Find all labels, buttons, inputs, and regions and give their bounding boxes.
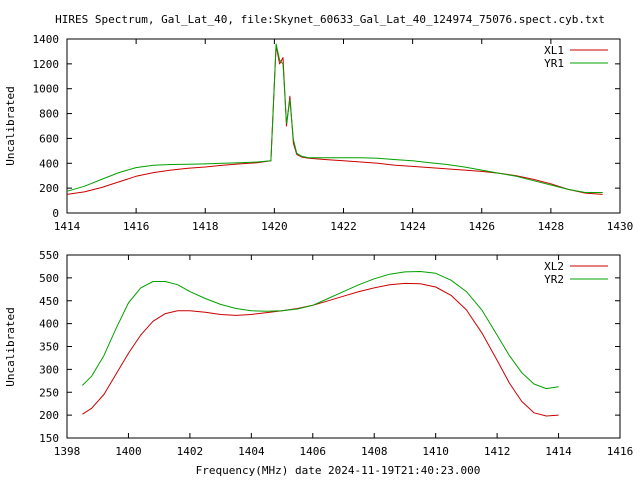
legend-label-yr2: YR2 (544, 273, 564, 286)
series-line-yr1 (66, 43, 603, 193)
plot-frame (66, 38, 621, 214)
x-tick-label: 1426 (469, 220, 496, 233)
y-tick-label: 200 (39, 182, 59, 195)
x-tick-label: 1422 (330, 220, 357, 233)
legend-label-yr1: YR1 (544, 57, 564, 70)
legend-label-xl1: XL1 (544, 44, 564, 57)
x-tick-label: 1416 (123, 220, 150, 233)
x-tick-label: 1410 (422, 445, 449, 458)
chart-title: HIRES Spectrum, Gal_Lat_40, file:Skynet_… (55, 13, 605, 26)
y-tick-label: 350 (39, 341, 59, 354)
y-tick-label: 500 (39, 272, 59, 285)
y-tick-label: 1400 (33, 33, 60, 46)
x-tick-label: 1400 (115, 445, 142, 458)
y-tick-label: 300 (39, 363, 59, 376)
y-tick-label: 150 (39, 432, 59, 445)
y-tick-label: 600 (39, 132, 59, 145)
plot-frame (66, 254, 621, 439)
y-tick-label: 550 (39, 249, 59, 262)
x-tick-label: 1414 (545, 445, 572, 458)
x-tick-label: 1408 (361, 445, 388, 458)
x-tick-label: 1414 (54, 220, 81, 233)
y-tick-label: 0 (52, 207, 59, 220)
series-line-xl1 (66, 44, 603, 195)
x-tick-label: 1412 (484, 445, 511, 458)
x-tick-label: 1424 (399, 220, 426, 233)
plot-2: 1398 1400 1402 1404 1406 1408 1410 1412 1414 1416… (4, 249, 633, 458)
y-axis-label: Uncalibrated (4, 86, 17, 165)
y-tick-label: 400 (39, 157, 59, 170)
x-tick-label: 1430 (607, 220, 634, 233)
y-tick-label: 250 (39, 386, 59, 399)
series-line-yr2 (82, 271, 559, 390)
plot-1: 1414 1416 1418 1420 1422 1424 1426 1428 1430 0 200… (4, 33, 633, 233)
x-axis-label: Frequency(MHz) date 2024-11-19T21:40:23.… (196, 464, 481, 477)
y-axis-label: Uncalibrated (4, 307, 17, 386)
x-tick-label: 1428 (538, 220, 565, 233)
y-tick-label: 800 (39, 108, 59, 121)
x-tick-label: 1420 (261, 220, 288, 233)
y-tick-label: 450 (39, 295, 59, 308)
y-tick-label: 1000 (33, 83, 60, 96)
legend-label-xl2: XL2 (544, 260, 564, 273)
x-tick-label: 1416 (607, 445, 634, 458)
x-tick-label: 1406 (300, 445, 327, 458)
y-tick-label: 200 (39, 409, 59, 422)
y-tick-label: 1200 (33, 58, 60, 71)
series-line-xl2 (82, 282, 559, 417)
x-tick-label: 1398 (54, 445, 81, 458)
x-tick-label: 1402 (177, 445, 204, 458)
x-tick-label: 1418 (192, 220, 219, 233)
x-tick-label: 1404 (238, 445, 265, 458)
y-tick-label: 400 (39, 318, 59, 331)
